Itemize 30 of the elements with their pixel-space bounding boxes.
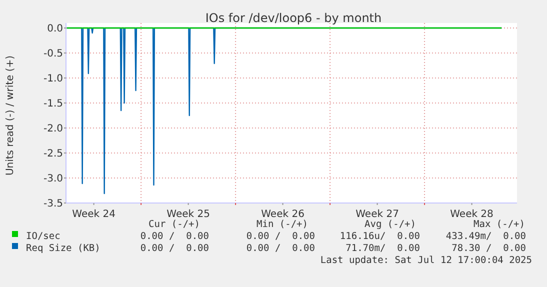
text: 0.00 / 0.00 (140, 231, 210, 242)
y-tick-label: -0.5 (43, 48, 63, 60)
chart-title: IOs for /dev/loop6 - by month (205, 11, 382, 25)
x-tick-label: Week 25 (166, 209, 210, 220)
text: 0.00 / 0.00 (246, 231, 316, 242)
y-tick-label: -1.5 (43, 98, 63, 110)
x-tick-label: Week 28 (450, 209, 494, 220)
y-tick-label: -3.5 (43, 198, 63, 210)
y-tick-label: -3.0 (43, 174, 63, 184)
y-tick-label: 0.0 (47, 24, 63, 34)
text: 78.30 / 0.00 (452, 243, 526, 254)
text: Avg (-/+) (364, 219, 416, 230)
y-tick-label: -1.0 (43, 74, 63, 84)
x-tick-label: Week 24 (72, 209, 116, 220)
text: Min (-/+) (256, 219, 308, 230)
legend-label: IO/sec (26, 231, 60, 242)
y-axis-title: Units read (-) / write (+) (5, 55, 16, 176)
text: 116.16u/ 0.00 (340, 231, 420, 242)
text: 71.70m/ 0.00 (346, 243, 420, 254)
legend-label: Req Size (KB) (26, 243, 100, 254)
text: 0.00 / 0.00 (140, 243, 210, 254)
text: Max (-/+) (474, 219, 525, 230)
x-tick-label: Week 27 (356, 209, 399, 220)
x-tick-label: Week 26 (261, 209, 304, 220)
y-tick-label: -2.0 (43, 124, 63, 134)
text: 433.49m/ 0.00 (446, 231, 526, 242)
text: 0.00 / 0.00 (246, 243, 316, 254)
text: Cur (-/+) (148, 219, 200, 230)
text: Last update: Sat Jul 12 17:00:04 2025 (320, 255, 532, 266)
y-tick-label: -2.5 (43, 148, 63, 160)
